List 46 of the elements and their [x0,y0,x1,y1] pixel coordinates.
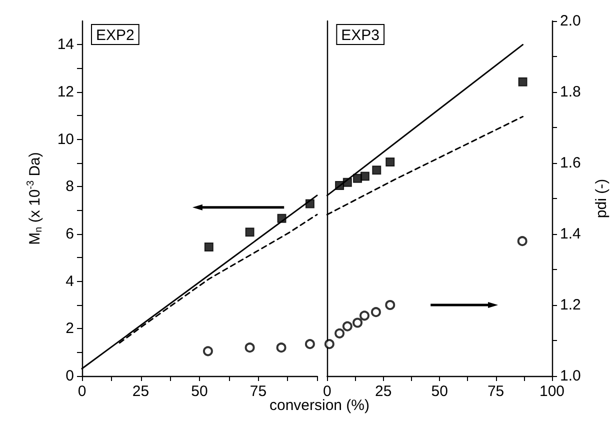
x-tick-label: 0 [322,383,331,400]
y2-tick-label: 2.0 [560,12,580,30]
point [372,166,381,175]
point [370,307,380,318]
y-tick-label: 0 [66,368,74,384]
y-tick-label: 2 [66,320,74,338]
point [342,178,352,187]
x-tick-label: 50 [430,383,448,400]
y-tick-label: 10 [57,130,74,148]
point [245,228,254,237]
point [277,214,286,223]
point [324,339,334,350]
x-tick-label: 0 [78,383,86,400]
y2-tick-label: 1.6 [560,154,580,172]
y-tick-label: 6 [66,226,74,242]
annotation: EXP2 [96,27,134,44]
point [385,158,394,167]
annotation: EXP3 [340,27,380,44]
y-tick-label: 4 [66,272,74,290]
point [334,180,344,190]
x-tick-label: 25 [132,383,150,400]
y2-tick-label: 1.2 [560,296,580,314]
x-tick-label: 25 [374,383,392,400]
point [305,199,314,208]
x-axis-title: conversion (%) [269,397,370,414]
y-axis-title: Mn (x 10-3 Da) [26,152,44,245]
y-tick-label: 14 [57,36,74,54]
y-tick-label: 12 [57,84,74,100]
x-tick-label: 100 [538,383,564,400]
x-tick-label: 75 [486,383,504,400]
point [384,300,395,310]
y2-tick-label: 1.0 [560,368,580,384]
y2-axis-title: pdi (-) [592,178,610,218]
y-tick-label: 8 [66,178,74,196]
point [204,242,214,252]
point [342,321,352,332]
x-tick-label: 75 [250,383,267,400]
point [352,318,362,328]
point [516,236,527,246]
point [334,328,344,338]
point [359,310,369,321]
point [360,172,369,181]
y2-tick-label: 1.8 [560,84,580,100]
y2-tick-label: 1.4 [560,226,580,242]
point [518,77,527,86]
x-tick-label: 50 [191,383,208,400]
